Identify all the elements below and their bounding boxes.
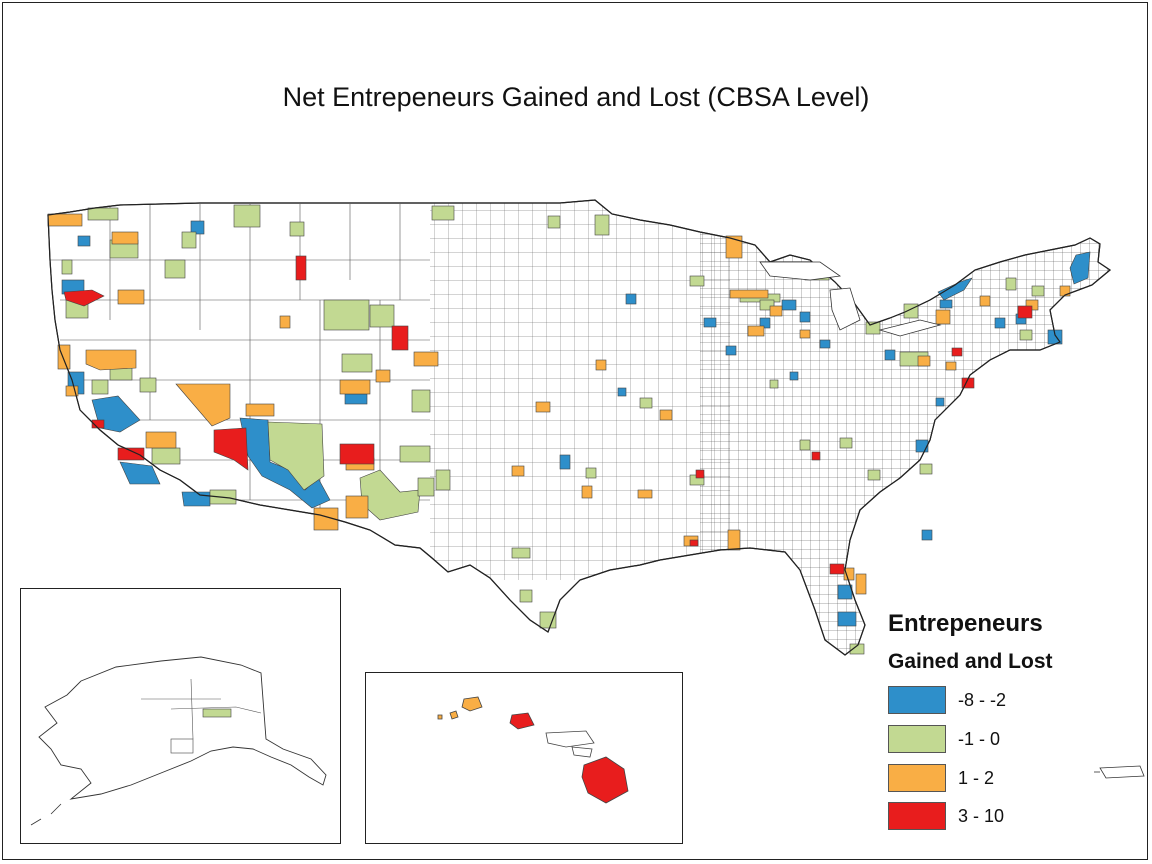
hawaii-map [437, 696, 629, 804]
alaska-inset [20, 588, 341, 844]
cbsa-regions [47, 204, 1091, 655]
legend-label-orange: 1 - 2 [958, 768, 995, 788]
legend-swatch-red [888, 802, 946, 830]
hawaii-inset [365, 672, 683, 844]
legend-swatch-blue [888, 686, 946, 714]
legend-title-line2: Gained and Lost [888, 650, 1053, 673]
great-lakes [759, 261, 942, 337]
legend-swatch-green [888, 725, 946, 753]
legend-title-line1: Entrepeneurs [888, 610, 1043, 637]
regions-green [61, 204, 1045, 655]
legend-swatch-orange [888, 764, 946, 792]
legend-label-red: 3 - 10 [958, 806, 1005, 826]
legend-label-green: -1 - 0 [958, 729, 1001, 749]
puerto-rico [1094, 765, 1145, 779]
map-title: Net Entrepeneurs Gained and Lost (CBSA L… [282, 82, 870, 112]
legend-label-blue: -8 - -2 [958, 690, 1007, 710]
regions-red [63, 255, 1033, 575]
alaska-map [30, 656, 327, 826]
